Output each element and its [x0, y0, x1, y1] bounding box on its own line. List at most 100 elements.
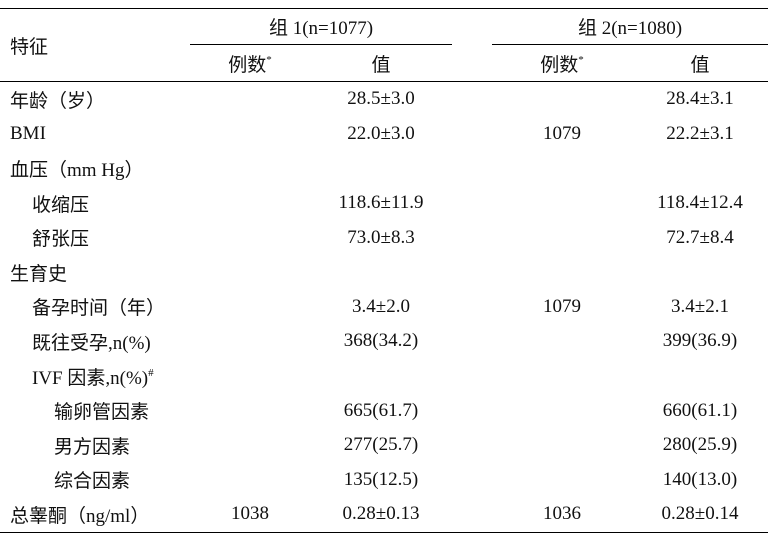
empty-cell	[492, 220, 632, 255]
row-label: 生育史	[10, 263, 68, 285]
spacer	[452, 497, 492, 533]
spacer	[452, 428, 492, 463]
spacer	[452, 220, 492, 255]
row-label: 舒张压	[32, 229, 90, 251]
row-label-cell: 生育史	[0, 255, 190, 290]
subheader-text: 例数	[540, 54, 579, 76]
row-label-cell: 年龄（岁）	[0, 82, 190, 117]
row-label: 血压（mm Hg）	[10, 159, 144, 181]
spacer	[452, 463, 492, 498]
value-cell: 22.0±3.0	[347, 122, 415, 144]
row-label-cell: IVF 因素,n(%)#	[0, 359, 190, 394]
table-row: 男方因素 277(25.7) 280(25.9)	[0, 428, 768, 463]
row-label-cell: 综合因素	[0, 463, 190, 498]
spacer	[452, 359, 492, 394]
value-cell: 72.7±8.4	[666, 226, 734, 248]
empty-cell	[190, 463, 310, 498]
empty-cell	[190, 117, 310, 152]
value-cell: 3.4±2.0	[352, 295, 410, 317]
spacer	[452, 393, 492, 428]
row-label: 总睾酮（ng/ml）	[10, 505, 150, 527]
row-label-cell: BMI	[0, 117, 190, 152]
value-cell: 0.28±0.14	[632, 497, 768, 533]
value-cell: 22.2±3.1	[666, 122, 734, 144]
value-cell: 0.28±0.13	[310, 497, 452, 533]
table-row: 总睾酮（ng/ml） 1038 0.28±0.13 1036 0.28±0.14	[0, 497, 768, 533]
value-cell: 28.4±3.1	[666, 88, 734, 110]
row-label-cell: 血压（mm Hg）	[0, 151, 190, 186]
count-cell: 1038	[190, 497, 310, 533]
table-row: 舒张压 73.0±8.3 72.7±8.4	[0, 220, 768, 255]
value-cell: 399(36.9)	[662, 330, 738, 352]
table-row: 综合因素 135(12.5) 140(13.0)	[0, 463, 768, 498]
row-label-cell: 男方因素	[0, 428, 190, 463]
empty-cell	[492, 393, 632, 428]
row-label-cell: 舒张压	[0, 220, 190, 255]
spacer	[452, 117, 492, 152]
count-cell: 1079	[543, 295, 581, 317]
empty-cell	[190, 393, 310, 428]
footnote-mark: #	[148, 366, 154, 379]
header-row: 特征 组 1(n=1077) 组 2(n=1080)	[0, 8, 768, 82]
row-label-cell: 总睾酮（ng/ml）	[0, 497, 190, 533]
spacer	[452, 255, 492, 290]
count-cell: 1079	[543, 122, 581, 144]
value-cell: 280(25.9)	[662, 434, 738, 456]
empty-cell	[632, 359, 768, 394]
empty-cell	[492, 428, 632, 463]
row-label: 年龄（岁）	[10, 90, 106, 112]
row-label: 男方因素	[54, 436, 131, 458]
empty-cell	[190, 324, 310, 359]
header-cell: 特征	[0, 8, 190, 82]
subheader-cell: 例数*	[492, 44, 632, 82]
value-cell: 135(12.5)	[343, 468, 419, 490]
empty-cell	[492, 186, 632, 221]
spacer	[452, 290, 492, 325]
empty-cell	[492, 324, 632, 359]
empty-cell	[310, 359, 452, 394]
empty-cell	[632, 151, 768, 186]
value-cell: 118.4±12.4	[657, 192, 743, 214]
row-label: BMI	[10, 122, 46, 144]
row-label-cell: 既往受孕,n(%)	[0, 324, 190, 359]
empty-cell	[190, 151, 310, 186]
empty-cell	[190, 359, 310, 394]
value-cell: 277(25.7)	[343, 434, 419, 456]
empty-cell	[310, 151, 452, 186]
empty-cell	[190, 290, 310, 325]
table-row: 年龄（岁） 28.5±3.0 28.4±3.1	[0, 82, 768, 117]
empty-cell	[190, 82, 310, 117]
group-title: 组 1(n=1077)	[190, 8, 452, 45]
count-cell: 1036	[492, 497, 632, 533]
subheader-row: 例数* 值 例数* 值	[0, 44, 768, 82]
footnote-mark: *	[578, 53, 584, 66]
empty-cell	[190, 220, 310, 255]
empty-cell	[492, 255, 632, 290]
spacer	[452, 8, 492, 45]
row-label: 收缩压	[32, 194, 90, 216]
subheader-cell: 例数*	[190, 44, 310, 82]
table-row: 生育史	[0, 255, 768, 290]
table-body: 年龄（岁） 28.5±3.0 28.4±3.1 BMI 22.0±3.0 1079 22.2…	[0, 82, 768, 533]
row-label-cell: 输卵管因素	[0, 393, 190, 428]
row-label: 既往受孕,n(%)	[32, 332, 151, 354]
empty-cell	[492, 82, 632, 117]
table-row: 输卵管因素 665(61.7) 660(61.1)	[0, 393, 768, 428]
spacer	[452, 44, 492, 82]
table-row: 收缩压 118.6±11.9 118.4±12.4	[0, 186, 768, 221]
spacer	[452, 82, 492, 117]
table-row: BMI 22.0±3.0 1079 22.2±3.1	[0, 117, 768, 152]
row-label: 输卵管因素	[54, 402, 150, 424]
value-cell: 665(61.7)	[343, 399, 419, 421]
empty-cell	[492, 463, 632, 498]
spacer	[452, 186, 492, 221]
row-label: IVF 因素,n(%)	[32, 367, 149, 389]
empty-cell	[632, 255, 768, 290]
value-cell: 660(61.1)	[662, 399, 738, 421]
subheader-cell: 值	[632, 44, 768, 82]
value-cell: 368(34.2)	[343, 330, 419, 352]
table-row: 血压（mm Hg）	[0, 151, 768, 186]
table-row: 既往受孕,n(%) 368(34.2) 399(36.9)	[0, 324, 768, 359]
empty-cell	[190, 186, 310, 221]
data-table: 特征 组 1(n=1077) 组 2(n=1080) 例数* 值 例数* 值 年…	[0, 8, 768, 533]
